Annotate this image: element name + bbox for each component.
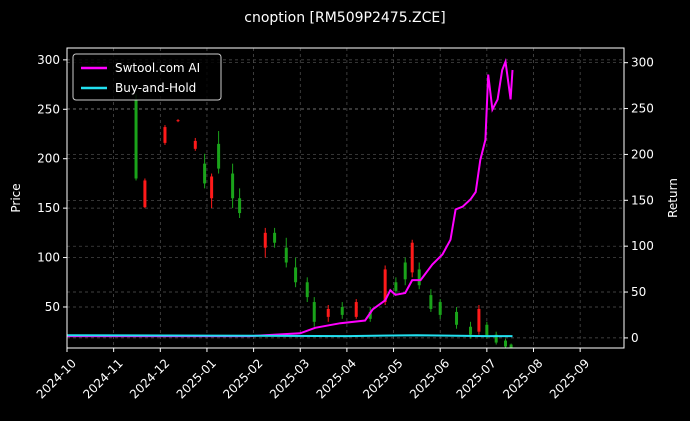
candle-body [326, 308, 330, 317]
candle-body [273, 232, 277, 243]
y-tick-label: 300 [37, 53, 60, 67]
candle-body [294, 267, 298, 283]
candle-body [210, 176, 214, 199]
candle-body [455, 311, 459, 325]
y2-tick-label: 0 [631, 331, 639, 345]
y2-tick-label: 100 [631, 239, 654, 253]
candle-body [305, 282, 309, 298]
candle-body [494, 334, 498, 343]
candle-body [217, 143, 221, 169]
candle-body [163, 127, 167, 143]
y-tick-label: 250 [37, 102, 60, 116]
candle-body [368, 311, 372, 319]
candle-body [485, 324, 489, 337]
candle-body [284, 247, 288, 263]
legend-label: Swtool.com AI [115, 61, 200, 75]
candle-body [403, 262, 407, 280]
candle-body [509, 344, 513, 348]
candle-body [429, 295, 433, 309]
y2-tick-label: 50 [631, 285, 646, 299]
candle-body [469, 326, 473, 335]
candle-body [231, 173, 235, 199]
y2-tick-label: 250 [631, 102, 654, 116]
candle-body [193, 140, 197, 149]
y-axis-label: Price [9, 183, 23, 212]
candle-body [383, 269, 387, 303]
line-series [66, 334, 513, 338]
candle-body [354, 302, 358, 317]
candle-body [417, 269, 421, 286]
y-tick-label: 200 [37, 152, 60, 166]
candle-body [134, 100, 138, 179]
candle-body [504, 340, 508, 347]
y2-axis-label: Return [666, 178, 680, 218]
y2-tick-label: 300 [631, 56, 654, 70]
candle-body [238, 198, 242, 214]
candle-body [312, 302, 316, 322]
candle-body [410, 242, 414, 273]
candle-body [438, 302, 442, 315]
plot-frame [66, 47, 625, 349]
candle-body [203, 163, 207, 184]
y2-tick-label: 150 [631, 193, 654, 207]
candle-body [263, 232, 267, 248]
candle-body [340, 306, 344, 315]
y2-tick-label: 200 [631, 147, 654, 161]
candle-body [143, 180, 147, 208]
candle-body [477, 308, 481, 332]
y-tick-label: 150 [37, 201, 60, 215]
y-tick-label: 100 [37, 251, 60, 265]
candle-body [176, 120, 180, 122]
legend-box [72, 53, 222, 101]
chart-title: cnoption [RM509P2475.ZCE] [244, 10, 445, 26]
legend-label: Buy-and-Hold [115, 81, 196, 95]
candle-body [394, 282, 398, 292]
line-series [67, 57, 514, 338]
y-tick-label: 50 [45, 300, 60, 314]
